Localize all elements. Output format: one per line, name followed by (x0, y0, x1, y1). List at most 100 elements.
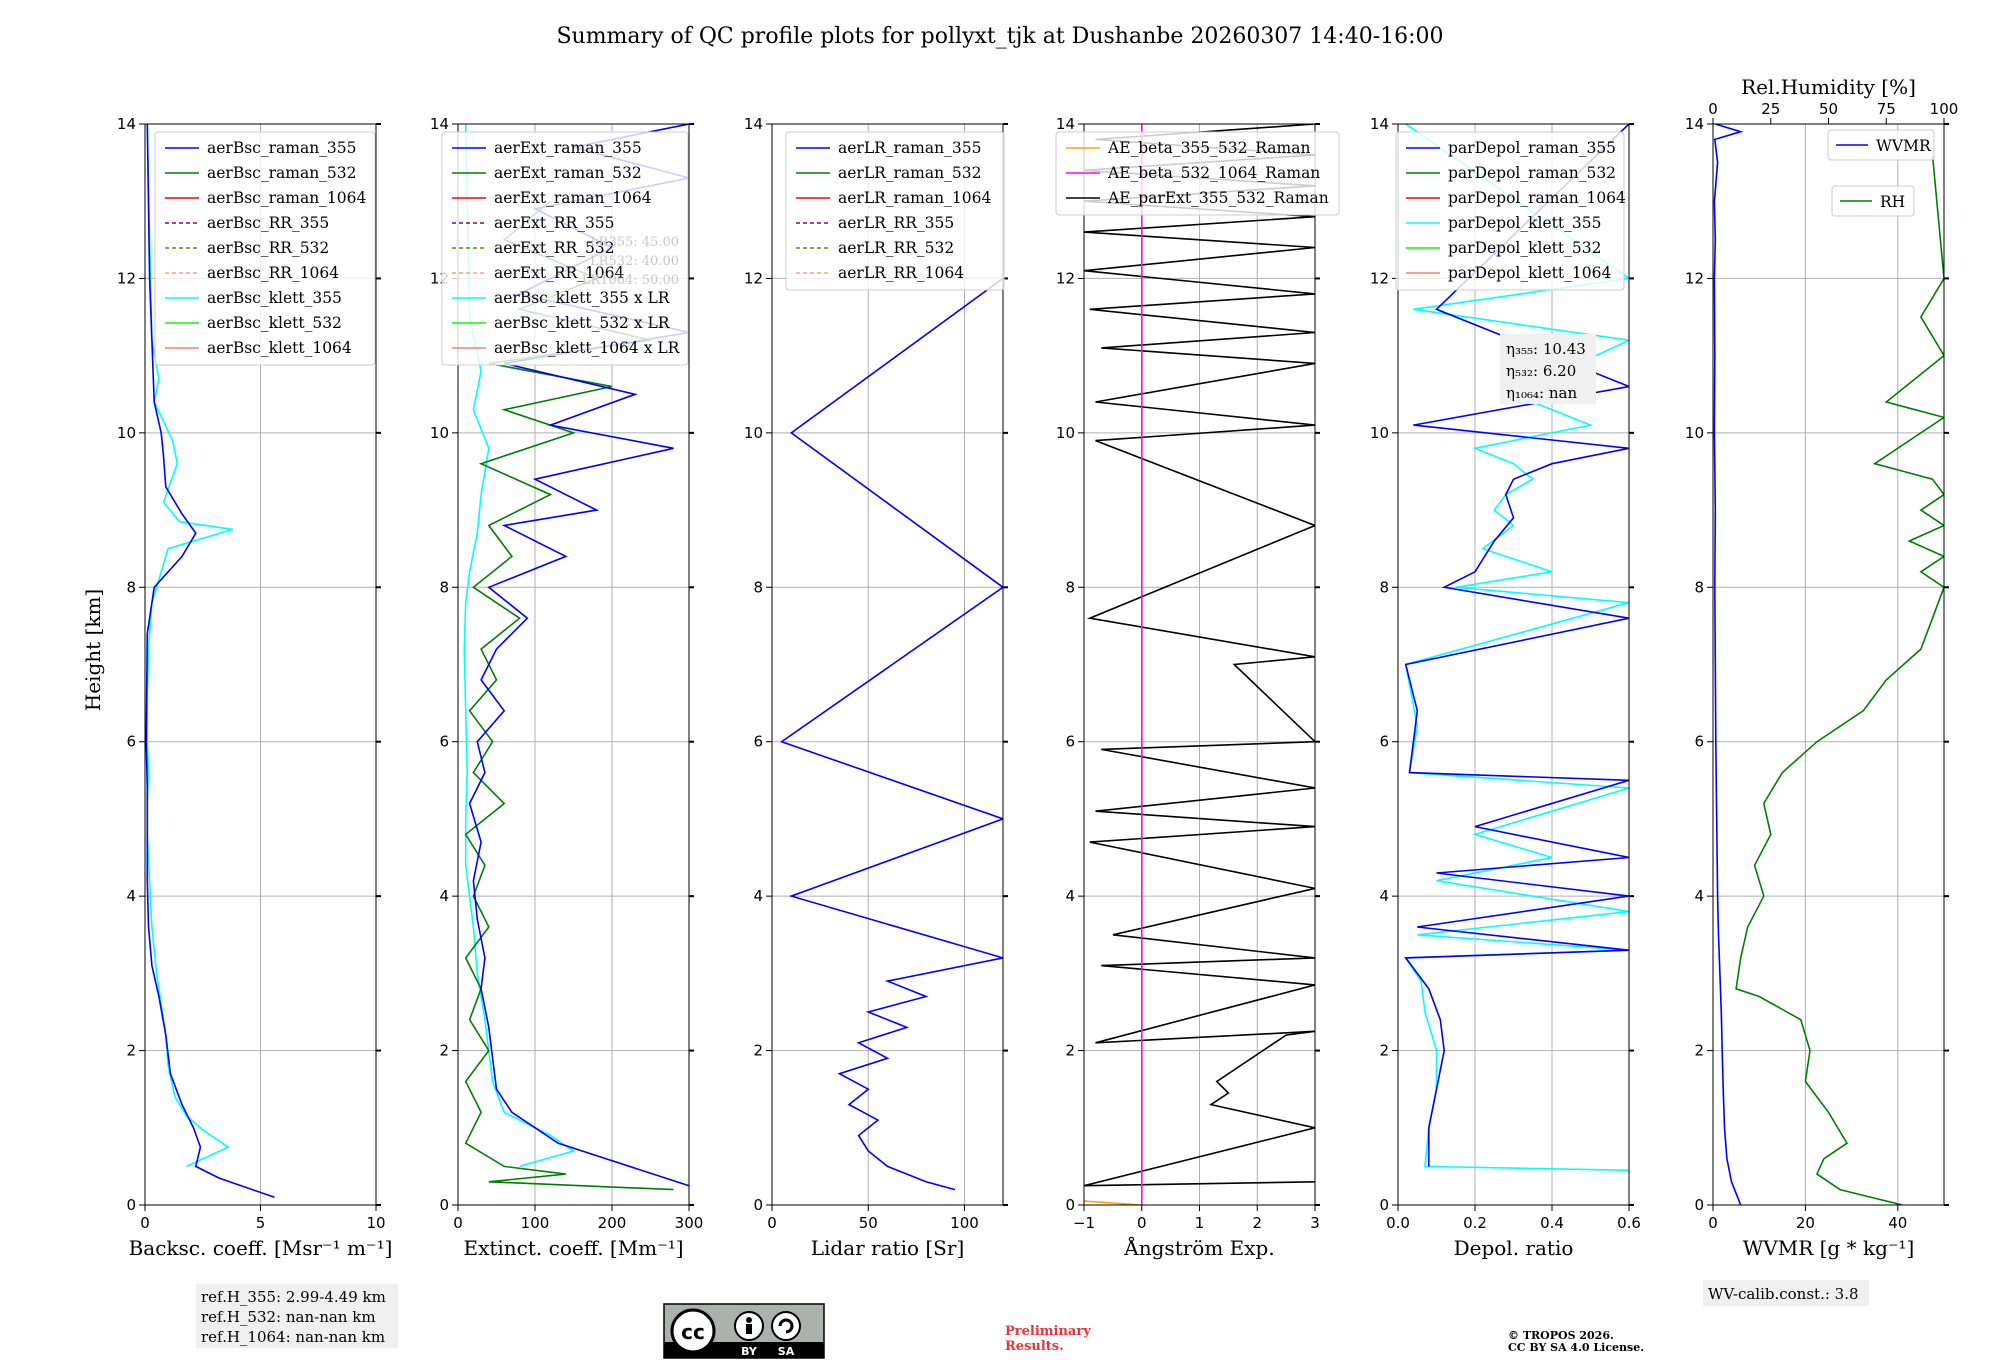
ae-xtick-label: 2 (1252, 1214, 1262, 1232)
wv-calib-box: WV-calib.const.: 3.8 (1703, 1280, 1869, 1306)
wv-ytick-label: 6 (1694, 733, 1704, 751)
depol-xtick-label: 0.6 (1617, 1214, 1641, 1232)
ext-ytick-label: 10 (430, 424, 449, 442)
ext-ytick-label: 14 (430, 115, 449, 133)
ext-xtick-label: 100 (521, 1214, 550, 1232)
ext-series-0 (463, 124, 576, 1168)
lr-xtick-label: 0 (767, 1214, 777, 1232)
bsc-legend-box (154, 131, 376, 366)
lr-ytick-label: 2 (753, 1042, 763, 1060)
wv-legend-label-1: RH (1880, 193, 1905, 211)
bsc-legend-label: aerBsc_klett_532 (207, 314, 342, 332)
ae-ytick-label: 4 (1065, 887, 1075, 905)
bsc-series-1 (145, 124, 275, 1199)
bsc-xtick-label: 5 (256, 1214, 266, 1232)
bsc-ytick-label: 10 (117, 424, 136, 442)
eta-label: η₃₅₅: 10.43 (1506, 340, 1586, 358)
wv-ytick-label: 10 (1685, 424, 1704, 442)
depol-legend-label: parDepol_raman_532 (1448, 164, 1616, 182)
wv-top-xlabel: Rel.Humidity [%] (1741, 75, 1916, 99)
by-person-icon (746, 1317, 752, 1323)
copyright-line-1: © TROPOS 2026. (1508, 1329, 1614, 1342)
lr-ytick-label: 8 (753, 578, 763, 596)
wv-xlabel: WVMR [g * kg⁻¹] (1743, 1236, 1915, 1260)
depol-xtick-label: 0.2 (1463, 1214, 1487, 1232)
lr-series-0 (779, 277, 1003, 1191)
lr-ytick-label: 4 (753, 887, 763, 905)
eta-box (1500, 334, 1596, 404)
ext-xlabel: Extinct. coeff. [Mm⁻¹] (463, 1236, 683, 1260)
lr-xtick-label: 100 (950, 1214, 979, 1232)
ae-plot-area (1084, 124, 1315, 1205)
wv-top-xtick-label: 100 (1930, 100, 1959, 118)
cc-logo: cc (681, 1320, 705, 1344)
lr-legend-label: aerLR_raman_355 (838, 139, 981, 157)
bsc-legend-label: aerBsc_klett_1064 (207, 339, 352, 357)
preliminary-label-1: Preliminary (1005, 1324, 1091, 1339)
ext-ytick-label: 0 (439, 1196, 449, 1214)
wv-calib-const: WV-calib.const.: 3.8 (1708, 1285, 1859, 1303)
bsc-ytick-label: 4 (126, 887, 136, 905)
lr-frame (771, 123, 1004, 1206)
ae-series-0 (1084, 124, 1315, 1187)
lr-plot-area (779, 277, 1003, 1191)
lr-legend-label: aerLR_raman_1064 (838, 189, 991, 207)
y-axis-label: Height [km] (81, 589, 105, 711)
eta-label: η₁₀₆₄: nan (1506, 384, 1577, 402)
ae-xlabel: Ångström Exp. (1123, 1235, 1274, 1260)
wv-series-0 (1713, 124, 1744, 1205)
ref-height-532: ref.H_532: nan-nan km (201, 1308, 376, 1326)
depol-series-0 (1404, 124, 1629, 1172)
ext-ytick-label: 6 (439, 733, 449, 751)
lr-legend-box (785, 131, 1005, 291)
depol-ytick-label: 0 (1379, 1196, 1389, 1214)
ae-xtick-label: 3 (1310, 1214, 1320, 1232)
bsc-ytick-label: 2 (126, 1042, 136, 1060)
wv-panel: 0 20 40 0 2 4 6 8 10 12 14 WVMR [g * kg⁻¹] 0 25 50 75 10… (1685, 75, 1958, 1260)
bsc-legend-label: aerBsc_RR_1064 (207, 264, 339, 282)
lr-xtick-label: 50 (859, 1214, 878, 1232)
ref-height-355: ref.H_355: 2.99-4.49 km (201, 1288, 386, 1306)
depol-ytick-label: 6 (1379, 733, 1389, 751)
depol-xlabel: Depol. ratio (1454, 1236, 1574, 1260)
ae-ytick-label: 14 (1056, 115, 1075, 133)
depol-xtick-label: 0.0 (1386, 1214, 1410, 1232)
bsc-legend-label: aerBsc_raman_1064 (207, 189, 367, 207)
lr-ytick-label: 0 (753, 1196, 763, 1214)
lr-ytick-label: 12 (744, 269, 763, 287)
wv-legend-box-0 (1827, 129, 1935, 161)
ext-legend-label: aerBsc_klett_532 x LR (494, 314, 671, 332)
lr-legend-label: aerLR_RR_532 (838, 239, 954, 257)
depol-xtick-label: 0.4 (1540, 1214, 1564, 1232)
bsc-legend-label: aerBsc_raman_532 (207, 164, 357, 182)
depol-legend-label: parDepol_klett_355 (1448, 214, 1601, 232)
wv-ytick-label: 2 (1694, 1042, 1704, 1060)
depol-panel: 0.0 0.2 0.4 0.6 0 2 4 6 8 10 12 14 Depol. ratio parDe… (1370, 115, 1641, 1260)
ext-legend-label: aerExt_RR_532 (494, 239, 615, 257)
bsc-panel: 0 5 10 0 2 4 6 8 10 12 14 Backsc. coeff. [Msr⁻¹ m⁻¹… (117, 115, 392, 1260)
depol-ytick-label: 4 (1379, 887, 1389, 905)
ae-xtick-label: 0 (1137, 1214, 1147, 1232)
lr-legend-label: aerLR_RR_1064 (838, 264, 964, 282)
ae-ytick-label: 12 (1056, 269, 1075, 287)
ext-legend-label: aerBsc_klett_1064 x LR (494, 339, 681, 357)
ae-ytick-label: 8 (1065, 578, 1075, 596)
ext-legend-label: aerExt_raman_532 (494, 164, 642, 182)
wv-xtick-label: 20 (1796, 1214, 1815, 1232)
ext-legend-label: aerExt_raman_355 (494, 139, 642, 157)
bsc-ytick-label: 0 (126, 1196, 136, 1214)
depol-legend-label: parDepol_raman_1064 (1448, 189, 1626, 207)
ext-frame (457, 123, 690, 1206)
lr-label: LR355: 45.00 (590, 235, 679, 250)
ext-ytick-label: 2 (439, 1042, 449, 1060)
wv-ytick-label: 0 (1694, 1196, 1704, 1214)
ae-legend-box (1055, 131, 1340, 216)
ref-height-1064: ref.H_1064: nan-nan km (201, 1328, 385, 1346)
eta-label: η₅₃₂: 6.20 (1506, 362, 1576, 380)
lr-legend-label: aerLR_raman_532 (838, 164, 981, 182)
figure-title: Summary of QC profile plots for pollyxt_… (556, 24, 1443, 49)
